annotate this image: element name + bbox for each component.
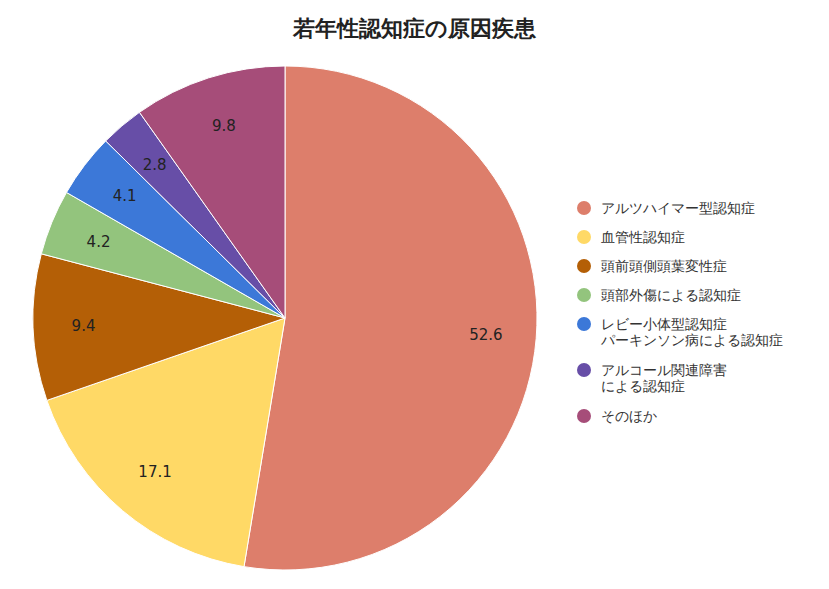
legend-label-line: そのほか	[601, 408, 657, 424]
legend-swatch	[577, 230, 591, 244]
legend-swatch	[577, 259, 591, 273]
legend-label: 頭部外傷による認知症	[601, 287, 741, 303]
pie-slice	[244, 66, 537, 570]
legend-label-line: 頭前頭側頭葉変性症	[601, 258, 727, 274]
legend-label: そのほか	[601, 408, 657, 424]
data-label: 4.1	[113, 187, 137, 205]
legend-item: 血管性認知症	[577, 229, 685, 245]
data-label: 4.2	[87, 233, 111, 251]
data-label: 52.6	[469, 326, 502, 344]
pie-slice	[139, 66, 285, 318]
legend-swatch	[577, 409, 591, 423]
legend-label-line: アルツハイマー型認知症	[601, 200, 755, 216]
legend-label: アルツハイマー型認知症	[601, 200, 755, 216]
legend-label-line: パーキンソン病による認知症	[600, 332, 783, 348]
legend-label-line: 頭部外傷による認知症	[601, 287, 741, 303]
data-label: 9.8	[212, 117, 236, 135]
data-label: 2.8	[143, 156, 167, 174]
legend-label: レビー小体型認知症パーキンソン病による認知症	[600, 316, 783, 348]
legend-label: 頭前頭側頭葉変性症	[601, 258, 727, 274]
legend-label-line: 血管性認知症	[601, 229, 685, 245]
pie	[33, 66, 537, 570]
legend-label-line: アルコール関連障害	[601, 362, 727, 378]
chart: 若年性認知症の原因疾患 52.6 17.1 9.4 4.2 4.1 2.8 9.8 アルツハイマ…	[0, 0, 829, 589]
legend-item: レビー小体型認知症パーキンソン病による認知症	[577, 316, 783, 348]
legend-label: 血管性認知症	[601, 229, 685, 245]
data-label: 17.1	[138, 463, 171, 481]
legend-item: 頭前頭側頭葉変性症	[577, 258, 727, 274]
legend-swatch	[577, 201, 591, 215]
legend-item: そのほか	[577, 408, 657, 424]
legend-label: アルコール関連障害による認知症	[601, 362, 727, 394]
legend-item: 頭部外傷による認知症	[577, 287, 741, 303]
legend-item: アルコール関連障害による認知症	[577, 362, 727, 394]
legend: アルツハイマー型認知症血管性認知症頭前頭側頭葉変性症頭部外傷による認知症レビー小…	[577, 200, 783, 424]
legend-swatch	[577, 363, 591, 377]
legend-swatch	[577, 317, 591, 331]
legend-item: アルツハイマー型認知症	[577, 200, 755, 216]
legend-label-line: による認知症	[601, 378, 685, 394]
legend-label-line: レビー小体型認知症	[601, 316, 727, 332]
title: 若年性認知症の原因疾患	[292, 16, 537, 41]
data-labels: 52.6 17.1 9.4 4.2 4.1 2.8 9.8	[72, 117, 503, 481]
legend-swatch	[577, 288, 591, 302]
data-label: 9.4	[72, 317, 96, 335]
